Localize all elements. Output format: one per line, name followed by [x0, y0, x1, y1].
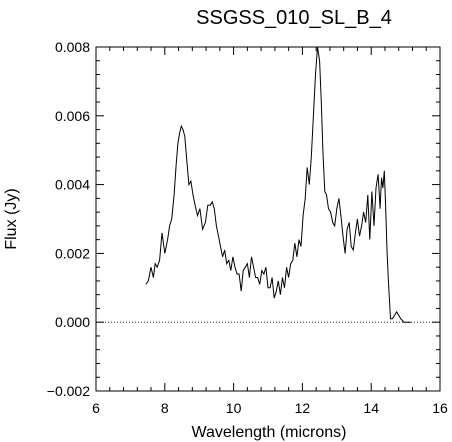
- y-tick-label: 0.002: [55, 245, 90, 261]
- y-tick-label: 0.000: [55, 314, 90, 330]
- x-tick-label: 8: [161, 400, 169, 416]
- plot-frame: [95, 46, 441, 392]
- y-axis-label: Flux (Jy): [3, 188, 20, 249]
- flux-spectrum-line: [145, 46, 411, 323]
- y-tick-label: 0.008: [55, 39, 90, 55]
- x-tick-label: 16: [432, 400, 448, 416]
- plot-area: 6 8 10 12 14 16 −0.002 0.000 0.002 0.004 0.006 0.00…: [47, 39, 448, 416]
- x-axis-label: Wavelength (microns): [191, 424, 346, 441]
- x-tick-label: 10: [226, 400, 242, 416]
- x-tick-label: 12: [295, 400, 311, 416]
- x-tick-label: 6: [92, 400, 100, 416]
- chart-title: SSGSS_010_SL_B_4: [196, 7, 392, 29]
- x-tick-label: 14: [363, 400, 379, 416]
- y-tick-label: 0.004: [55, 177, 90, 193]
- y-tick-label: −0.002: [47, 383, 90, 399]
- y-tick-label: 0.006: [55, 108, 90, 124]
